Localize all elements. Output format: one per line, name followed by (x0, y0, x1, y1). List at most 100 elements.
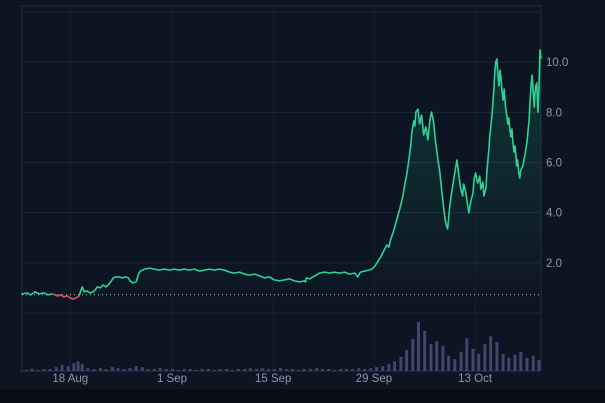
bottom-strip (0, 389, 605, 403)
volume-bar (483, 344, 487, 372)
x-tick-label: 18 Aug (52, 373, 88, 385)
volume-bar (140, 367, 144, 371)
volume-bar (243, 369, 247, 371)
volume-bar (363, 369, 366, 371)
volume-bar (213, 370, 216, 371)
volume-bar (453, 359, 457, 371)
volume-bar (158, 368, 162, 371)
volume-bar (297, 370, 301, 371)
volume-bar (225, 369, 228, 371)
volume-bar (248, 368, 252, 371)
y-tick-label: 8.0 (546, 107, 562, 119)
volume-bar (507, 357, 511, 371)
volume-bar (272, 369, 276, 371)
y-tick-label: 6.0 (546, 158, 562, 170)
volume-bar (66, 366, 70, 371)
x-axis-labels: 18 Aug 1 Sep 15 Sep 29 Sep 13 Oct (52, 373, 492, 385)
volume-bar (519, 351, 523, 371)
volume-bar (194, 370, 198, 371)
volume-bar (98, 368, 102, 371)
x-tick-label: 15 Sep (255, 373, 291, 385)
volume-bar (134, 366, 138, 371)
volume-bar (309, 369, 313, 371)
volume-bar (321, 369, 324, 371)
volume-bar (171, 369, 174, 371)
volume-bar (60, 365, 64, 371)
volume-bar (86, 368, 90, 371)
volume-bar (381, 366, 385, 371)
volume-bar (399, 356, 403, 371)
y-tick-label: 10.0 (546, 57, 568, 69)
volume-bar (230, 370, 234, 371)
volume-bar (501, 353, 505, 371)
volume-bar (128, 368, 132, 371)
y-axis-labels: 10.0 8.0 6.0 4.0 2.0 (546, 57, 568, 270)
volume-bar (302, 369, 306, 371)
volume-bar (495, 342, 499, 371)
volume-bars (24, 322, 541, 372)
volume-bar (80, 364, 84, 371)
y-tick-label: 2.0 (546, 258, 562, 270)
volume-bar (176, 370, 180, 371)
volume-bar (327, 369, 331, 371)
volume-bar (36, 370, 40, 371)
price-line-down-segment (51, 293, 80, 300)
x-tick-label: 29 Sep (356, 373, 392, 385)
volume-bar (429, 344, 433, 372)
volume-bar (423, 330, 427, 371)
volume-bar (471, 348, 475, 371)
volume-bar (447, 355, 451, 371)
volume-bar (104, 369, 108, 371)
volume-bar (218, 369, 222, 371)
volume-bar (435, 341, 439, 371)
volume-bar (387, 364, 391, 371)
y-tick-label: 4.0 (546, 208, 562, 220)
volume-bar (417, 322, 420, 371)
volume-bar (255, 369, 259, 371)
x-tick-label: 13 Oct (458, 373, 493, 385)
x-tick-label: 1 Sep (157, 373, 187, 385)
volume-bar (339, 369, 343, 371)
volume-bar (200, 369, 204, 371)
volume-bar (285, 369, 289, 371)
volume-bar (122, 369, 126, 371)
volume-bar (344, 369, 348, 371)
volume-bar (110, 367, 114, 371)
volume-bar (164, 369, 168, 371)
volume-bar (146, 369, 150, 371)
volume-bar (411, 339, 415, 371)
volume-bar (375, 367, 378, 371)
volume-bar (30, 369, 34, 371)
volume-bar (48, 369, 52, 371)
volume-bar (537, 360, 541, 371)
volume-bar (531, 355, 535, 371)
volume-bar (152, 369, 156, 371)
volume-bar (116, 368, 120, 371)
volume-bar (405, 349, 409, 371)
price-area-fill (22, 49, 541, 314)
volume-bar (76, 361, 80, 371)
volume-bar (42, 369, 46, 371)
volume-bar (182, 369, 186, 371)
volume-bar (489, 336, 493, 371)
volume-bar (24, 370, 28, 371)
volume-bar (477, 353, 481, 371)
volume-bar (290, 369, 294, 371)
price-line (21, 49, 542, 300)
volume-bar (513, 354, 517, 371)
volume-bar (525, 357, 529, 371)
volume-bar (279, 368, 282, 371)
volume-bar (357, 368, 361, 371)
volume-bar (92, 369, 96, 371)
volume-bar (54, 367, 58, 371)
volume-bar (260, 368, 264, 371)
volume-bar (369, 368, 373, 371)
volume-bar (441, 346, 445, 371)
volume-bar (267, 369, 270, 371)
volume-bar (332, 370, 336, 371)
volume-bar (351, 369, 355, 371)
volume-bar (459, 351, 463, 371)
volume-bar (236, 369, 240, 371)
